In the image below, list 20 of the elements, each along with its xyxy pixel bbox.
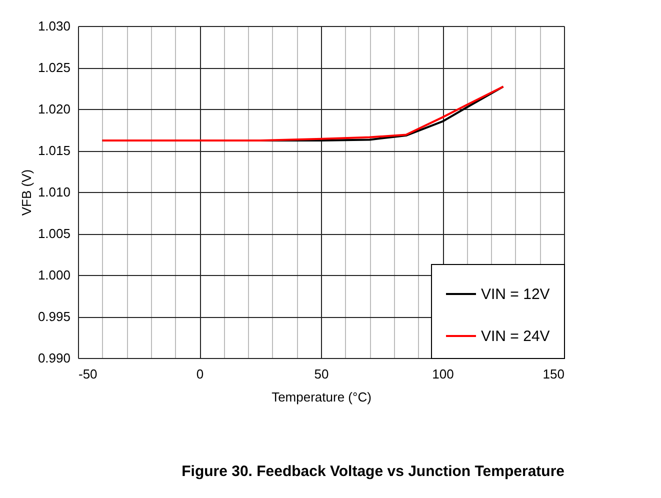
x-axis-title: Temperature (°C) — [272, 390, 372, 404]
y-tick-label: 0.990 — [38, 350, 70, 366]
y-axis-title: VFB (V) — [18, 169, 34, 216]
x-tick-label: 150 — [542, 366, 564, 382]
legend-label: VIN = 24V — [481, 328, 550, 345]
y-tick-label: 0.995 — [38, 309, 70, 324]
y-tick-label: 1.020 — [38, 102, 70, 116]
y-tick-label: 1.005 — [38, 226, 70, 241]
line-series — [101, 86, 504, 142]
y-tick-label: 1.025 — [38, 60, 70, 75]
x-tick-label: 50 — [314, 366, 329, 382]
y-tick-label: 1.030 — [38, 18, 70, 34]
x-tick-label: -50 — [78, 366, 98, 382]
text: Figure 30. Feedback Voltage vs Junction Temperature — [182, 463, 564, 480]
y-tick-label: 1.015 — [38, 143, 70, 158]
x-tick-label: 0 — [196, 366, 204, 382]
y-tick-label: 1.010 — [38, 184, 70, 200]
x-tick-label: 100 — [432, 366, 454, 382]
y-tick-label: 1.000 — [38, 268, 70, 282]
legend-label: VIN = 12V — [481, 286, 550, 303]
